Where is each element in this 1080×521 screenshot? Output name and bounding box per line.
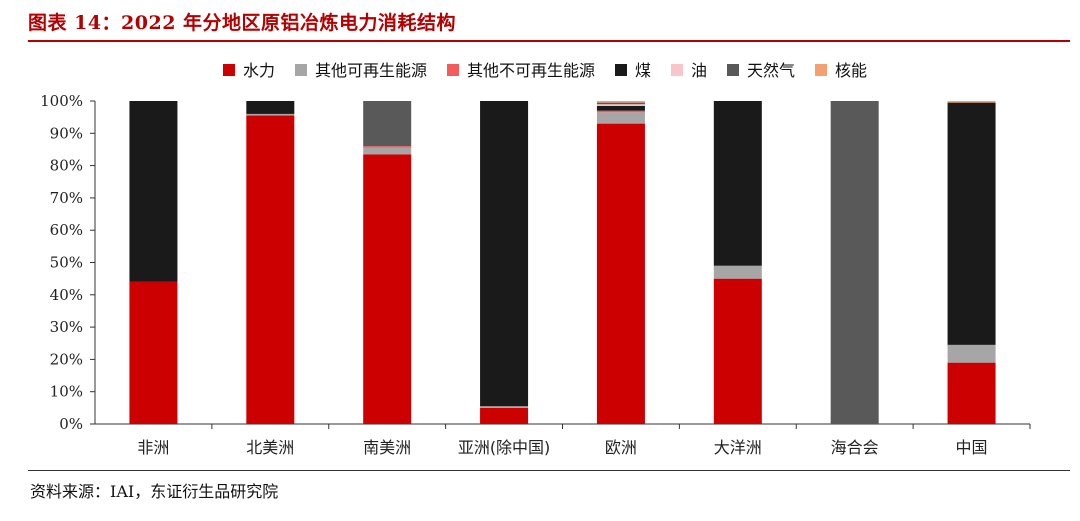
legend-label: 核能	[835, 61, 867, 80]
x-tick-label: 大洋洲	[714, 438, 762, 457]
bar-segment	[246, 101, 295, 114]
y-tick-label: 60%	[50, 221, 83, 239]
bar-segment	[246, 113, 295, 116]
bar-segment	[129, 281, 178, 424]
x-tick-label: 海合会	[831, 438, 879, 457]
x-tick-label: 欧洲	[605, 438, 637, 457]
bar-segment	[596, 112, 645, 124]
bar-segment	[947, 362, 996, 424]
legend-label: 其他不可再生能源	[467, 61, 595, 80]
bar-segment	[596, 102, 645, 105]
legend-swatch	[295, 64, 307, 76]
bar-segment	[129, 101, 178, 282]
legend-swatch	[671, 64, 683, 76]
legend-swatch	[615, 64, 627, 76]
bar-segment	[363, 101, 412, 147]
y-tick-label: 10%	[50, 383, 83, 401]
chart-legend: 水力 其他可再生能源 其他不可再生能源 煤 油 天然气 核能	[223, 61, 867, 80]
y-tick-label: 20%	[50, 350, 83, 368]
legend-label: 天然气	[747, 61, 795, 80]
footer-divider	[28, 470, 1070, 471]
bar-segment	[363, 146, 412, 148]
bar-segment	[480, 406, 529, 408]
bar-segment	[596, 104, 645, 106]
bar-segment	[363, 147, 412, 155]
bar-segment	[596, 110, 645, 113]
bar-segment	[246, 115, 295, 424]
legend-swatch	[223, 64, 235, 76]
bar-segment	[713, 278, 762, 424]
y-tick-label: 80%	[50, 157, 83, 175]
x-tick-label: 非洲	[137, 438, 169, 457]
y-tick-label: 30%	[50, 318, 83, 336]
bar-segment	[480, 407, 529, 424]
bar-segment	[596, 105, 645, 111]
bar-segment	[713, 265, 762, 279]
bar-segment	[596, 123, 645, 425]
bar-segment	[713, 101, 762, 266]
bar-segment	[947, 344, 996, 363]
y-tick-label: 40%	[50, 286, 83, 304]
chart-bars	[129, 101, 996, 425]
stacked-bar-chart: 水力 其他可再生能源 其他不可再生能源 煤 油 天然气 核能 0% 10% 20% 30% 40% 5…	[40, 61, 1031, 457]
y-tick-label: 70%	[50, 189, 83, 207]
legend-swatch	[447, 64, 459, 76]
x-tick-label: 南美洲	[363, 438, 411, 457]
y-tick-label: 50%	[50, 254, 83, 272]
bar-segment	[480, 101, 529, 407]
source-note: 资料来源：IAI，东证衍生品研究院	[30, 482, 279, 501]
bar-segment	[363, 154, 412, 425]
chart-axes: 0% 10% 20% 30% 40% 50% 60% 70% 80% 90% 100% 非洲 北美洲 南美…	[40, 92, 1031, 457]
legend-label: 煤	[635, 61, 651, 80]
bar-segment	[947, 102, 996, 345]
legend-label: 其他可再生能源	[315, 61, 427, 80]
x-tick-label: 北美洲	[246, 438, 294, 457]
legend-swatch	[727, 64, 739, 76]
bar-segment	[947, 101, 996, 103]
x-tick-label: 亚洲(除中国)	[458, 438, 551, 457]
bar-segment	[830, 101, 879, 424]
y-tick-label: 0%	[59, 415, 83, 433]
title-bar: 图表 14：2022 年分地区原铝冶炼电力消耗结构	[28, 8, 1070, 42]
y-tick-label: 100%	[40, 92, 83, 110]
bar-segment	[596, 101, 645, 103]
legend-label: 水力	[243, 61, 275, 80]
legend-swatch	[815, 64, 827, 76]
legend-label: 油	[691, 61, 707, 80]
x-tick-label: 中国	[956, 438, 988, 457]
y-tick-label: 90%	[50, 124, 83, 142]
page-title: 图表 14：2022 年分地区原铝冶炼电力消耗结构	[28, 12, 457, 34]
